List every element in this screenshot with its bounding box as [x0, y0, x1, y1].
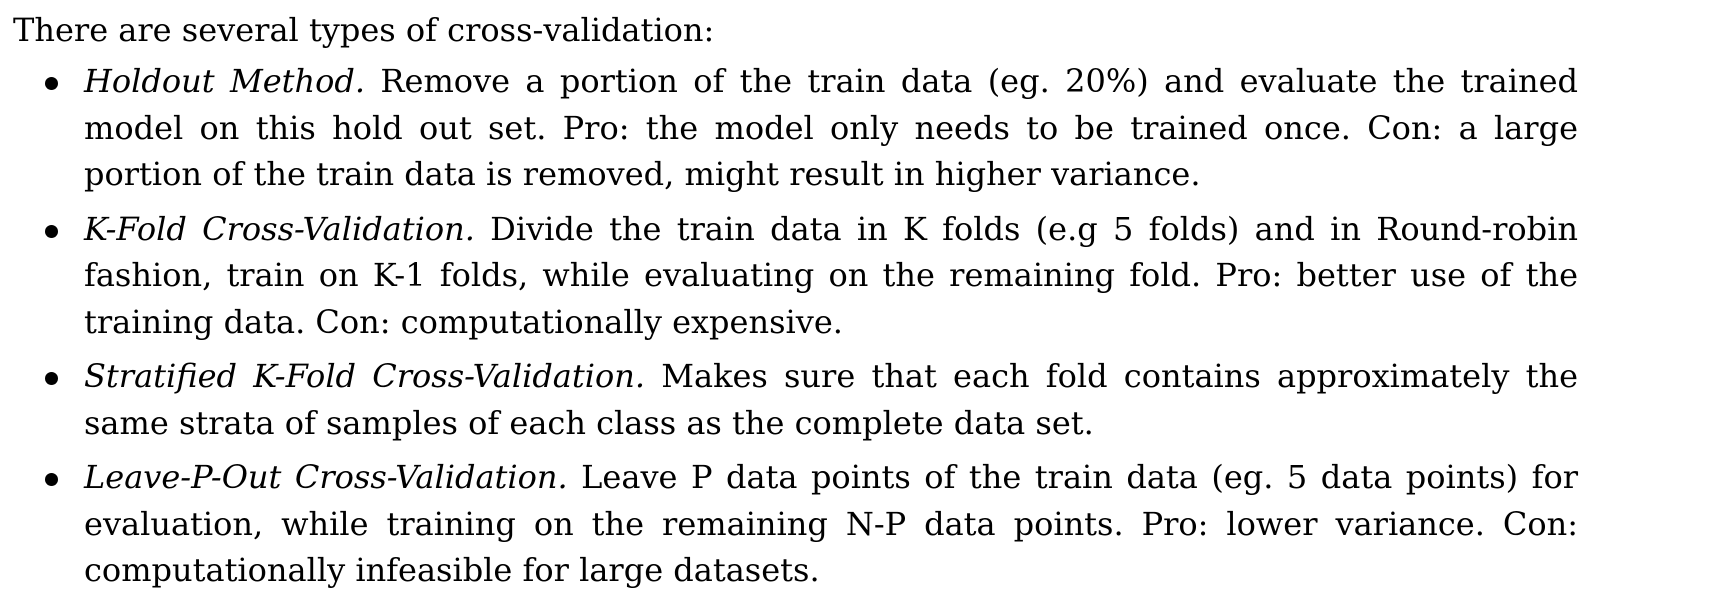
bullet-icon: [45, 473, 58, 486]
bullet-icon: [45, 77, 58, 90]
item-description: Makes sure that each fold contains appro…: [84, 357, 1579, 442]
item-term: Stratified K-Fold Cross-Validation.: [84, 357, 662, 395]
item-description: Remove a portion of the train data (eg. …: [84, 62, 1579, 193]
cross-validation-list: Holdout Method. Remove a portion of the …: [13, 58, 1718, 594]
item-description: Divide the train data in K folds (e.g 5 …: [84, 209, 1579, 341]
item-term: Leave-P-Out Cross-Validation.: [84, 458, 582, 496]
list-item-leave-p-out: Leave-P-Out Cross-Validation. Leave P da…: [13, 454, 1578, 594]
intro-paragraph: There are several types of cross-validat…: [13, 11, 715, 49]
item-term: Holdout Method.: [84, 62, 381, 100]
list-item-stratified-k-fold: Stratified K-Fold Cross-Validation. Make…: [13, 353, 1578, 446]
list-item-holdout: Holdout Method. Remove a portion of the …: [13, 58, 1578, 198]
list-item-k-fold: K-Fold Cross-Validation. Divide the trai…: [13, 206, 1578, 346]
bullet-icon: [45, 372, 58, 385]
item-description: Leave P data points of the train data (e…: [84, 458, 1579, 589]
item-term: K-Fold Cross-Validation.: [84, 209, 491, 248]
bullet-icon: [45, 224, 58, 238]
